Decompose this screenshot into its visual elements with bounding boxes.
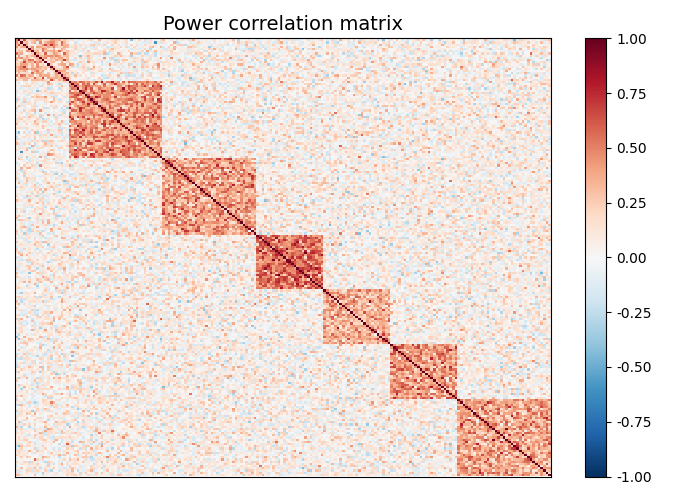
Title: Power correlation matrix: Power correlation matrix <box>163 15 403 34</box>
